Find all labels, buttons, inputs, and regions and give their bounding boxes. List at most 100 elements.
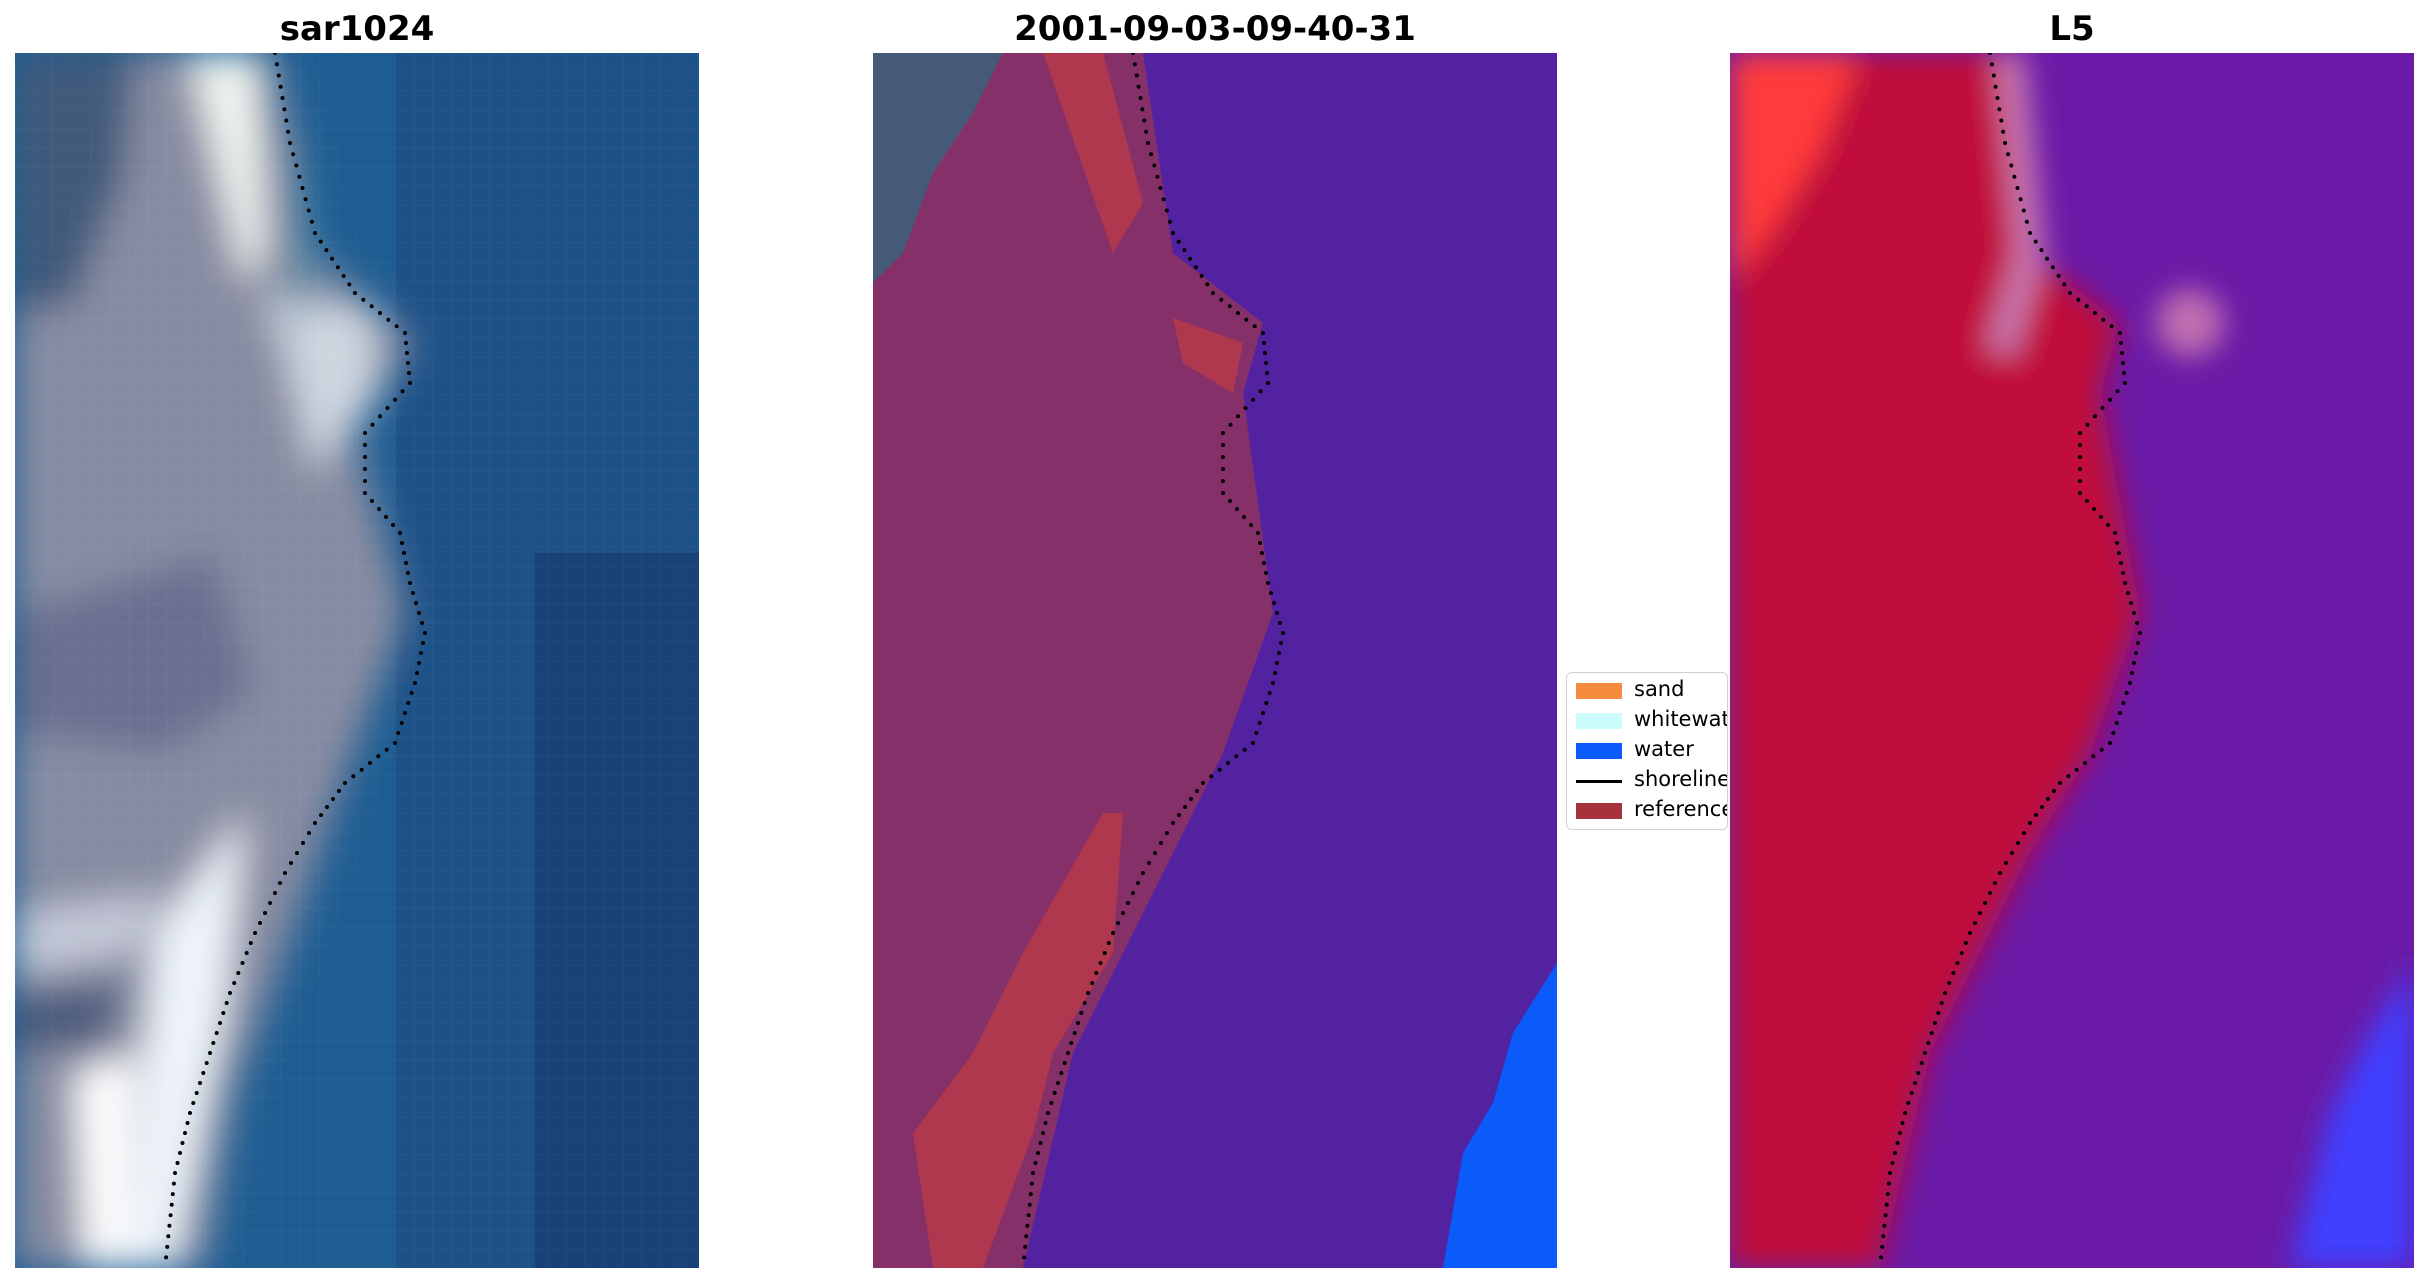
shoreline-dot <box>1929 1031 1934 1035</box>
shoreline-dot <box>2056 273 2061 278</box>
shoreline-dot <box>276 73 281 78</box>
shoreline-dot <box>318 239 323 244</box>
shoreline-dot <box>2010 851 2014 855</box>
shoreline-dot <box>2091 754 2096 759</box>
shoreline-dot <box>393 741 397 745</box>
shoreline-dot <box>204 1061 209 1065</box>
shoreline-dot <box>1090 981 1095 985</box>
shoreline-dot <box>370 499 374 503</box>
shoreline-dot <box>1882 1223 1887 1228</box>
shoreline-dot <box>421 641 425 645</box>
shoreline-dot <box>1939 1001 1944 1005</box>
shoreline-dot <box>377 507 381 511</box>
shoreline-dot <box>407 371 411 375</box>
classified-image-panel <box>873 53 1557 1268</box>
shoreline-dot <box>171 1181 176 1186</box>
shoreline-dot <box>1883 1213 1888 1218</box>
shoreline-dot <box>268 901 272 905</box>
legend-label-water: water <box>1634 737 1694 761</box>
legend-item-sand: sand <box>1567 675 1727 705</box>
shoreline-dot <box>411 591 415 595</box>
shoreline-dot <box>1963 941 1968 945</box>
shoreline-dot <box>1046 1111 1050 1115</box>
shoreline-dot <box>1023 1244 1028 1249</box>
shoreline-dot <box>253 931 257 935</box>
shoreline-dot <box>1138 96 1143 100</box>
shoreline-dot <box>2106 523 2110 527</box>
shoreline-dot <box>409 691 414 695</box>
shoreline-dot <box>2115 389 2120 394</box>
shoreline-dot <box>1281 631 1285 635</box>
shoreline-dot <box>1176 239 1181 244</box>
shoreline-dot <box>1136 881 1140 885</box>
shoreline-dot <box>1244 317 1249 322</box>
legend-label-reference: reference <box>1634 797 1728 821</box>
shoreline-dot <box>1171 821 1175 825</box>
shoreline-dot <box>2093 311 2097 315</box>
shoreline-dot <box>408 381 412 385</box>
shoreline-dot <box>1261 331 1265 335</box>
shoreline-dot <box>2100 406 2105 410</box>
shoreline-dot <box>1132 62 1137 67</box>
shoreline-dot <box>369 304 374 309</box>
shoreline-dot <box>1098 961 1103 965</box>
shoreline-dot <box>168 1213 173 1218</box>
shoreline-dot <box>294 163 299 168</box>
shoreline-dot <box>1260 551 1264 555</box>
shoreline-dot <box>2113 531 2117 535</box>
shoreline-dot <box>2001 129 2006 134</box>
shoreline-dot <box>1195 789 1199 793</box>
shoreline-dot <box>1943 991 1947 995</box>
shoreline-dot <box>1888 1171 1892 1175</box>
index-image <box>1730 53 2414 1268</box>
shoreline-dot <box>404 341 408 345</box>
shoreline-dot <box>403 331 407 335</box>
shoreline-dot <box>353 291 357 295</box>
shoreline-dot <box>1221 491 1225 495</box>
shoreline-dot <box>376 754 381 759</box>
shoreline-dot <box>2039 248 2044 253</box>
legend-item-water: water <box>1567 735 1727 765</box>
shoreline-dot <box>1993 881 1997 885</box>
shoreline-dot <box>180 1141 185 1145</box>
legend-swatch-reference <box>1576 803 1622 819</box>
shoreline-dot <box>1027 1202 1032 1207</box>
shoreline-dot <box>1881 1234 1886 1239</box>
shoreline-dot <box>300 186 305 190</box>
shoreline-dot <box>2121 571 2125 575</box>
shoreline-dots <box>1879 53 2142 1260</box>
shoreline-dot <box>2121 701 2126 705</box>
shoreline-dot <box>2046 797 2050 801</box>
shoreline-dot <box>1998 871 2002 875</box>
shoreline-dot <box>2083 761 2087 765</box>
shoreline-dot <box>1066 1051 1070 1055</box>
shoreline-dot <box>1076 1021 1080 1025</box>
shoreline-dot <box>1884 1202 1889 1207</box>
shoreline-dot <box>1947 981 1952 985</box>
shoreline-dot <box>218 1021 222 1025</box>
shoreline-dot <box>417 611 421 615</box>
legend-item-shoreline: shoreline <box>1567 765 1727 795</box>
shoreline-dot <box>1254 731 1259 735</box>
shoreline-dot <box>1221 443 1225 447</box>
shoreline-dot <box>363 491 367 495</box>
shoreline-dot <box>1056 1081 1060 1085</box>
shoreline-dot <box>297 174 302 179</box>
shoreline-dot <box>1153 851 1157 855</box>
shoreline-dot <box>1262 341 1266 345</box>
shoreline-dot <box>2134 651 2138 655</box>
shoreline-dot <box>288 141 292 145</box>
shoreline-dot <box>1266 381 1270 385</box>
shoreline-dot <box>1267 691 1272 695</box>
shoreline-dot <box>1885 1192 1890 1197</box>
shoreline-dot <box>363 431 367 435</box>
shoreline-dot <box>1271 681 1275 685</box>
shoreline-dot <box>1278 621 1282 625</box>
shoreline-dot <box>1221 431 1225 435</box>
shoreline-dot <box>236 971 241 975</box>
shoreline-dot <box>2033 239 2038 244</box>
legend-swatch-whitewater <box>1576 713 1622 729</box>
shoreline-dot <box>2128 681 2132 685</box>
shoreline-dot <box>2111 731 2116 735</box>
shoreline-dot <box>343 781 347 785</box>
